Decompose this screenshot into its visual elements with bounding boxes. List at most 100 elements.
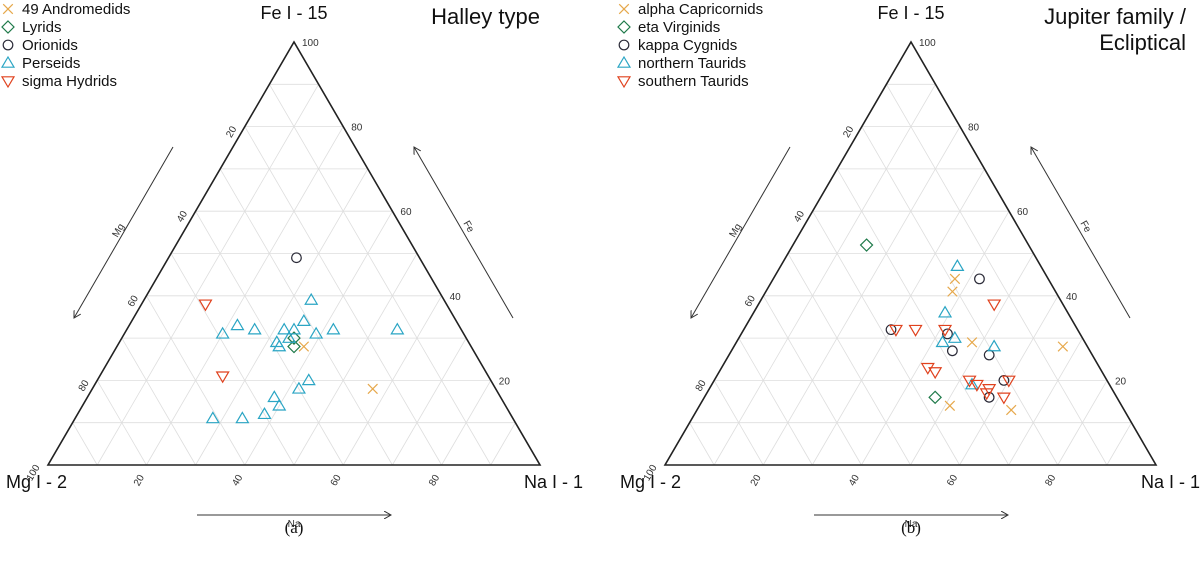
grid-line bbox=[72, 422, 98, 466]
data-point bbox=[983, 349, 995, 361]
data-point bbox=[230, 318, 245, 331]
data-point bbox=[928, 390, 942, 405]
na-tick-label: 40 bbox=[847, 473, 862, 489]
fe-tick-label: 20 bbox=[499, 376, 511, 387]
vertex-label-na: Na I - 1 bbox=[524, 472, 583, 492]
legend-entry: northern Taurids bbox=[638, 55, 746, 72]
na-tick-label: 60 bbox=[329, 473, 344, 489]
legend-marker bbox=[1, 20, 15, 34]
na-tick-label: 20 bbox=[132, 473, 147, 489]
grid-line bbox=[713, 84, 936, 466]
data-point bbox=[987, 299, 1002, 312]
legend-marker bbox=[0, 76, 16, 89]
data-point bbox=[982, 384, 997, 397]
legend-marker bbox=[618, 3, 630, 15]
mg-tick-label: 40 bbox=[792, 209, 807, 225]
grid-line bbox=[392, 337, 467, 466]
mg-tick-label: 40 bbox=[175, 209, 190, 225]
mg-axis-arrow bbox=[691, 146, 791, 318]
legend-entry: eta Virginids bbox=[638, 19, 720, 36]
legend-marker bbox=[618, 39, 630, 51]
grid-line bbox=[713, 380, 764, 466]
mg-axis-name: Mg bbox=[728, 222, 744, 240]
data-points bbox=[198, 252, 405, 424]
fe-axis-name: Fe bbox=[1077, 219, 1093, 235]
data-point bbox=[287, 339, 301, 354]
mg-tick-label: 80 bbox=[77, 378, 92, 394]
grid-line bbox=[811, 168, 985, 466]
legend-marker bbox=[616, 55, 632, 68]
data-point bbox=[964, 377, 980, 390]
grid-line bbox=[170, 253, 295, 466]
data-point bbox=[908, 324, 923, 337]
data-point bbox=[277, 322, 292, 335]
data-point bbox=[267, 390, 282, 403]
legend-entry: Orionids bbox=[22, 37, 78, 54]
legend-entry: sigma Hydrids bbox=[22, 73, 117, 90]
data-point bbox=[974, 273, 985, 285]
legend-entry: alpha Capricornids bbox=[638, 1, 763, 18]
data-point bbox=[950, 259, 965, 271]
mg-tick-label: 20 bbox=[841, 124, 856, 140]
grid bbox=[689, 83, 1132, 466]
data-point bbox=[962, 375, 977, 388]
legend-entry: Perseids bbox=[22, 55, 80, 72]
vertex-label-fe: Fe I - 15 bbox=[260, 3, 327, 23]
grid-line bbox=[1106, 422, 1132, 466]
grid-line bbox=[195, 168, 369, 466]
legend-entry: Lyrids bbox=[22, 19, 61, 36]
panel-label: (b) bbox=[901, 518, 921, 537]
grid-line bbox=[219, 168, 393, 466]
fe-axis-arrow bbox=[414, 147, 514, 319]
vertex-label-mg: Mg I - 2 bbox=[620, 472, 681, 492]
chart-title: Halley type bbox=[431, 4, 540, 29]
panel-label: (a) bbox=[285, 518, 304, 537]
fe-tick-label: 40 bbox=[1066, 292, 1078, 303]
data-point bbox=[304, 292, 319, 305]
data-point bbox=[272, 398, 287, 411]
grid-line bbox=[910, 253, 1034, 466]
data-point bbox=[215, 326, 230, 339]
data-point bbox=[235, 411, 250, 424]
na-axis-name: Na bbox=[288, 519, 301, 530]
grid-line bbox=[738, 337, 813, 466]
data-point bbox=[947, 330, 962, 343]
grid-line bbox=[269, 84, 492, 466]
grid-line bbox=[293, 253, 418, 466]
fe-tick-label: 80 bbox=[351, 123, 363, 134]
data-point bbox=[291, 252, 302, 264]
data-point bbox=[888, 324, 903, 337]
data-point bbox=[928, 367, 943, 380]
na-tick-label: 60 bbox=[945, 473, 960, 489]
data-point bbox=[215, 371, 230, 384]
data-point bbox=[987, 339, 1002, 352]
data-point bbox=[949, 273, 961, 285]
vertex-label-mg: Mg I - 2 bbox=[6, 472, 67, 492]
vertex-label-fe: Fe I - 15 bbox=[877, 3, 944, 23]
grid-line bbox=[441, 380, 492, 466]
legend-entry: kappa Cygnids bbox=[638, 37, 737, 54]
grid-line bbox=[96, 380, 147, 466]
grid-line bbox=[689, 422, 715, 466]
grid-line bbox=[342, 295, 442, 466]
na-tick-label: 20 bbox=[749, 473, 764, 489]
data-point bbox=[301, 373, 316, 386]
grid-line bbox=[490, 422, 516, 466]
chart-title: Ecliptical bbox=[1099, 30, 1186, 55]
fe-axis-arrow bbox=[1031, 147, 1131, 319]
data-point bbox=[296, 313, 311, 326]
data-point bbox=[859, 238, 874, 252]
grid-line bbox=[1057, 380, 1108, 466]
mg-tick-label: 80 bbox=[694, 378, 709, 394]
data-points bbox=[859, 238, 1069, 416]
data-point bbox=[198, 299, 213, 312]
grid-line bbox=[886, 84, 1108, 466]
fe-tick-label: 80 bbox=[968, 123, 980, 134]
grid bbox=[72, 83, 516, 466]
data-point bbox=[286, 322, 302, 335]
legend-marker bbox=[0, 55, 16, 68]
